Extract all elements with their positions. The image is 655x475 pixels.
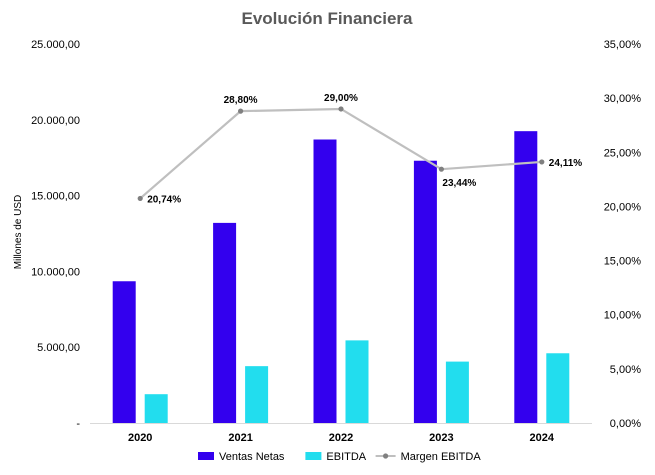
y-tick-label-left: 10.000,00	[31, 266, 80, 278]
axes-layer: - 5.000,00 10.000,00 15.000,00 20.000,00 25.0…	[31, 39, 641, 444]
y-tick-label-left: -	[76, 418, 80, 430]
legend-swatch-ventas-netas	[198, 452, 214, 460]
legend: Ventas Netas EBITDA Margen EBITDA	[198, 451, 481, 463]
x-tick-label: 2024	[530, 432, 555, 444]
y-tick-label-left: 20.000,00	[31, 115, 80, 127]
legend-label-margen-ebitda: Margen EBITDA	[401, 451, 482, 463]
y-tick-label-left: 25.000,00	[31, 39, 80, 51]
margin-ebitda-data-label: 23,44%	[442, 178, 476, 189]
y-tick-label-left: 15.000,00	[31, 191, 80, 203]
y-tick-label-right: 0,00%	[610, 418, 641, 430]
bar-ventas-netas	[112, 281, 136, 423]
bars-layer	[112, 131, 570, 424]
margin-ebitda-data-label: 20,74%	[147, 194, 181, 205]
bar-ventas-netas	[313, 139, 337, 423]
y-tick-label-right: 5,00%	[610, 364, 641, 376]
legend-label-ventas-netas: Ventas Netas	[219, 451, 285, 463]
y-tick-label-right: 15,00%	[604, 256, 642, 268]
chart-title: Evolución Financiera	[242, 9, 414, 28]
margin-ebitda-point	[238, 108, 244, 114]
y-tick-label-right: 20,00%	[604, 201, 642, 213]
legend-marker-margen-ebitda	[383, 453, 389, 459]
x-tick-label: 2020	[128, 432, 152, 444]
y-tick-label-right: 25,00%	[604, 147, 642, 159]
y-tick-label-left: 5.000,00	[37, 342, 80, 354]
bar-ventas-netas	[413, 160, 437, 423]
bar-ebitda	[445, 361, 469, 423]
x-tick-label: 2022	[329, 432, 353, 444]
bar-ebitda	[546, 353, 570, 423]
y-tick-label-right: 30,00%	[604, 93, 642, 105]
bar-ventas-netas	[213, 222, 237, 423]
margin-ebitda-data-label: 29,00%	[324, 93, 358, 104]
margin-ebitda-point	[438, 166, 444, 172]
y-tick-label-right: 10,00%	[604, 310, 642, 322]
bar-ventas-netas	[514, 131, 538, 424]
margin-line-layer: 20,74% 28,80% 29,00% 23,44% 24,11%	[137, 93, 582, 205]
bar-ebitda	[144, 394, 168, 423]
legend-label-ebitda: EBITDA	[326, 451, 366, 463]
x-tick-label: 2023	[429, 432, 453, 444]
margin-ebitda-data-label: 28,80%	[224, 95, 258, 106]
margin-ebitda-data-label: 24,11%	[549, 158, 582, 169]
bar-ebitda	[245, 366, 269, 423]
margin-ebitda-point	[539, 159, 545, 165]
x-tick-label: 2021	[228, 432, 252, 444]
margin-ebitda-line	[139, 107, 542, 200]
bar-ebitda	[345, 340, 369, 423]
margin-ebitda-point	[338, 106, 344, 112]
y-axis-label: Millones de USD	[13, 195, 24, 269]
y-tick-label-right: 35,00%	[604, 39, 642, 51]
margin-ebitda-point	[137, 195, 143, 202]
legend-swatch-ebitda	[305, 452, 322, 460]
